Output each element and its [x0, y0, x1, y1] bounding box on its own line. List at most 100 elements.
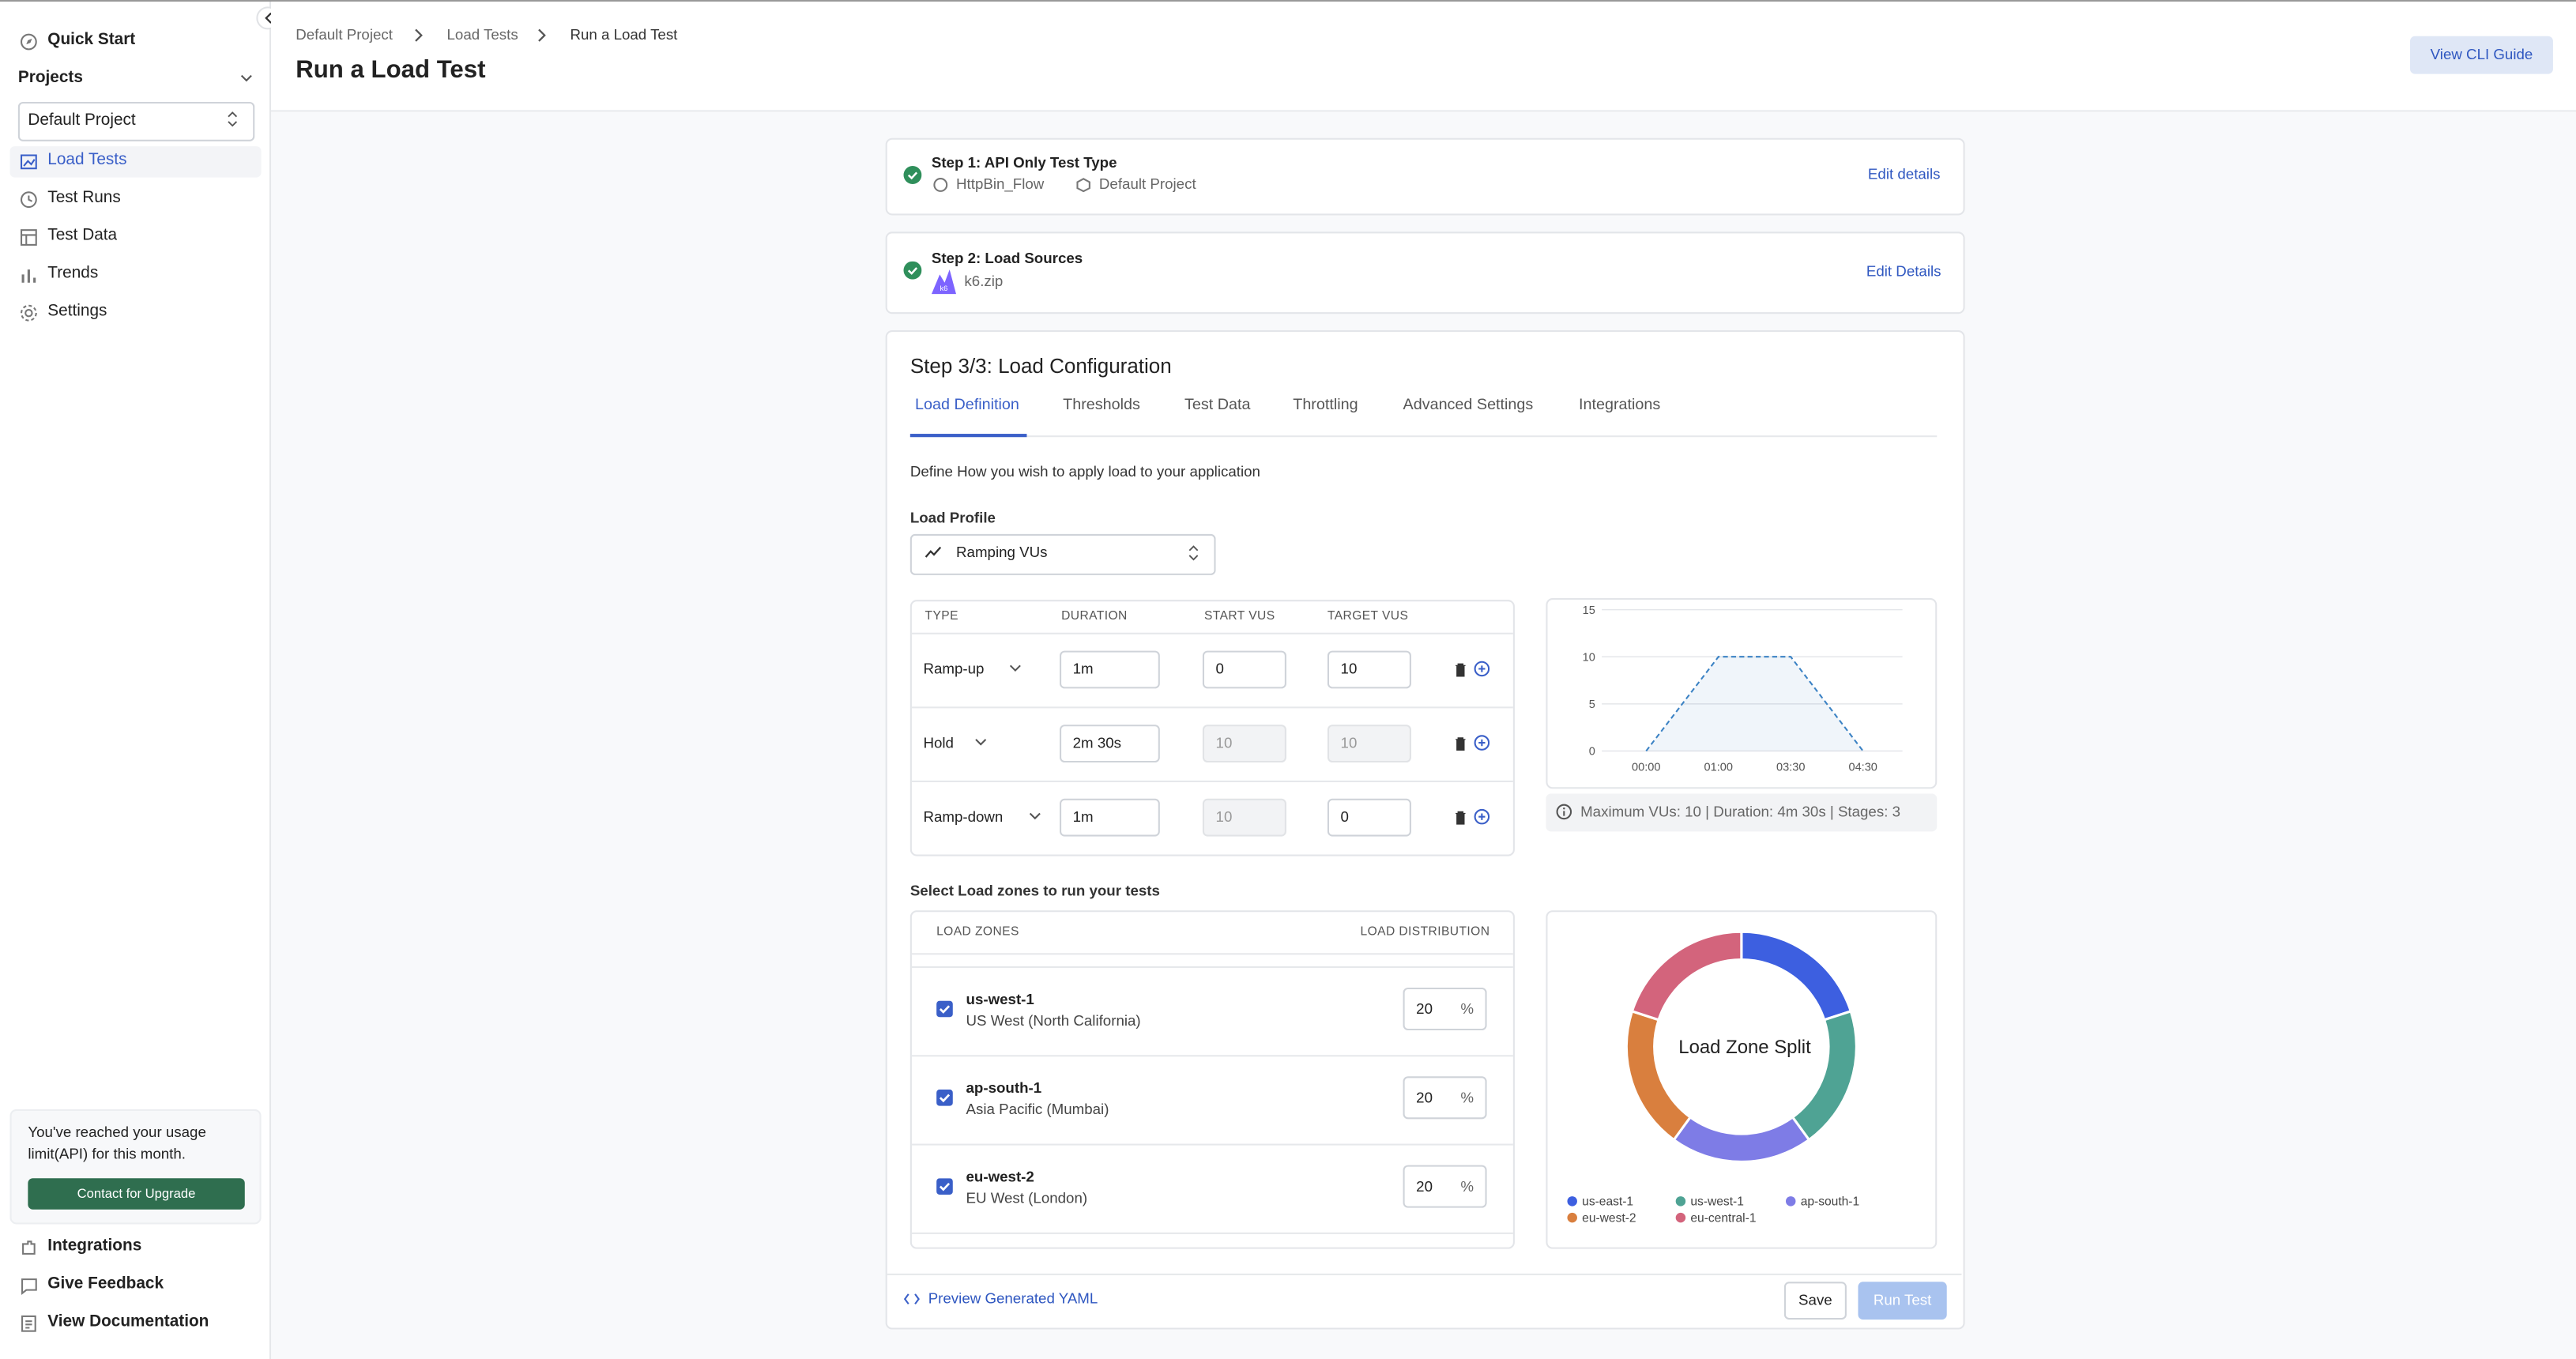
distribution-unit: %: [1460, 1178, 1474, 1195]
zone-name: EU West (London): [966, 1189, 1088, 1207]
check-icon: [903, 166, 922, 184]
distribution-value[interactable]: 20: [1416, 1178, 1433, 1195]
legend-swatch: [1675, 1212, 1686, 1223]
legend-label: us-east-1: [1582, 1195, 1633, 1209]
nav-icon: [20, 304, 37, 322]
tab[interactable]: Test Data: [1184, 396, 1251, 415]
nav-item[interactable]: Load Tests: [47, 151, 127, 170]
type-chevron[interactable]: [1029, 811, 1042, 821]
add-icon[interactable]: [1474, 808, 1490, 825]
distribution-value[interactable]: 20: [1416, 1000, 1433, 1018]
footer-link[interactable]: Integrations: [47, 1237, 142, 1255]
footer-icon: [22, 1240, 36, 1255]
cli-guide-button[interactable]: View CLI Guide: [2410, 36, 2553, 74]
footer-link[interactable]: Give Feedback: [47, 1274, 164, 1293]
footer-link[interactable]: View Documentation: [47, 1312, 209, 1331]
code-icon: [903, 1293, 920, 1304]
nav-icon: [20, 229, 37, 246]
add-icon[interactable]: [1474, 735, 1490, 751]
distribution-input-box[interactable]: [1403, 987, 1487, 1031]
tab[interactable]: Thresholds: [1063, 396, 1140, 415]
step-title: Step 2: Load Sources: [931, 250, 1083, 266]
tab[interactable]: Throttling: [1293, 396, 1358, 415]
duration-input[interactable]: 2m 30s: [1060, 725, 1160, 763]
step-meta: HttpBin_Flow: [956, 175, 1045, 193]
stage-type[interactable]: Hold: [923, 734, 954, 751]
collapse-icon: [265, 12, 272, 24]
nav-icon: [20, 154, 37, 170]
zone-checkbox[interactable]: [936, 1178, 953, 1195]
column-header: LOAD ZONES: [936, 923, 1019, 939]
profile-select-box[interactable]: [910, 533, 1216, 575]
add-icon[interactable]: [1474, 661, 1490, 677]
zone-checkbox[interactable]: [936, 1000, 953, 1018]
upgrade-button[interactable]: Contact for Upgrade: [28, 1178, 245, 1210]
distribution-input-box[interactable]: [1403, 1165, 1487, 1208]
header: [271, 2, 2576, 112]
target-vus-input[interactable]: 10: [1327, 650, 1411, 689]
nav-icon: [21, 269, 36, 283]
legend-label: ap-south-1: [1801, 1195, 1859, 1209]
row-divider: [911, 966, 1513, 969]
legend-swatch: [1567, 1196, 1577, 1207]
breadcrumb: Run a Load Test: [570, 26, 678, 43]
stage-type[interactable]: Ramp-up: [923, 661, 985, 677]
step-meta: Default Project: [1098, 175, 1196, 193]
edit-link[interactable]: Edit details: [1867, 166, 1941, 183]
stage-type[interactable]: Ramp-down: [923, 808, 1004, 826]
zone-name: Asia Pacific (Mumbai): [966, 1101, 1109, 1118]
profile-select[interactable]: Ramping VUs: [956, 544, 1048, 561]
delete-icon[interactable]: [1454, 810, 1467, 825]
nav-item[interactable]: Settings: [47, 302, 107, 321]
breadcrumb[interactable]: Default Project: [296, 26, 393, 43]
project-select[interactable]: Default Project: [28, 111, 136, 130]
x-tick-label: 04:30: [1848, 761, 1877, 774]
check-icon: [903, 261, 922, 280]
tab[interactable]: Integrations: [1579, 396, 1661, 415]
preview-link[interactable]: Preview Generated YAML: [928, 1289, 1098, 1307]
top-border: [0, 0, 2576, 2]
zone-code: us-west-1: [966, 991, 1034, 1007]
save-button[interactable]: Save: [1783, 1282, 1847, 1320]
summary: Maximum VUs: 10 | Duration: 4m 30s | Sta…: [1580, 804, 1901, 820]
profile-icon: [925, 546, 942, 558]
config-title: Step 3/3: Load Configuration: [910, 355, 1172, 378]
nav-item[interactable]: Test Runs: [47, 189, 121, 208]
zone-checkbox[interactable]: [936, 1089, 953, 1106]
meta-icon: [933, 178, 948, 192]
duration-input[interactable]: 1m: [1060, 798, 1160, 837]
distribution-input-box[interactable]: [1403, 1076, 1487, 1120]
type-chevron[interactable]: [974, 738, 988, 747]
y-tick-label: 10: [1583, 651, 1595, 664]
tab[interactable]: Advanced Settings: [1403, 396, 1534, 415]
edit-link[interactable]: Edit Details: [1866, 262, 1941, 280]
run-button[interactable]: Run Test: [1858, 1282, 1947, 1320]
duration-input[interactable]: 1m: [1060, 650, 1160, 689]
legend-label: eu-central-1: [1690, 1211, 1756, 1225]
projects-chevron[interactable]: [240, 74, 254, 84]
row-divider: [911, 1143, 1513, 1146]
project-select-box[interactable]: [17, 101, 255, 141]
breadcrumb[interactable]: Load Tests: [446, 26, 518, 43]
tab[interactable]: Load Definition: [915, 396, 1019, 415]
nav-item[interactable]: Trends: [47, 264, 99, 283]
delete-icon[interactable]: [1454, 662, 1467, 677]
type-chevron[interactable]: [1009, 664, 1022, 673]
nav-item[interactable]: Test Data: [47, 227, 118, 245]
start-vus-input[interactable]: 0: [1202, 650, 1286, 689]
distribution-value[interactable]: 20: [1416, 1089, 1433, 1106]
target-vus-input[interactable]: 0: [1327, 798, 1411, 837]
x-tick-label: 01:00: [1704, 761, 1733, 774]
row-divider: [911, 706, 1513, 709]
footer-icon: [21, 1278, 37, 1295]
zone-chart: Load Zone Split us-east-1 us-west-1 ap-sout…: [1567, 930, 1859, 1225]
quick-start[interactable]: Quick Start: [47, 31, 136, 50]
svg-text:k6: k6: [940, 284, 948, 292]
start-vus-input: 10: [1202, 798, 1286, 837]
ramp-chart-box: [1546, 598, 1938, 789]
delete-icon[interactable]: [1454, 736, 1467, 751]
nav-active-bg: [9, 146, 262, 178]
row-divider: [911, 632, 1513, 634]
projects-label: Projects: [17, 69, 83, 88]
